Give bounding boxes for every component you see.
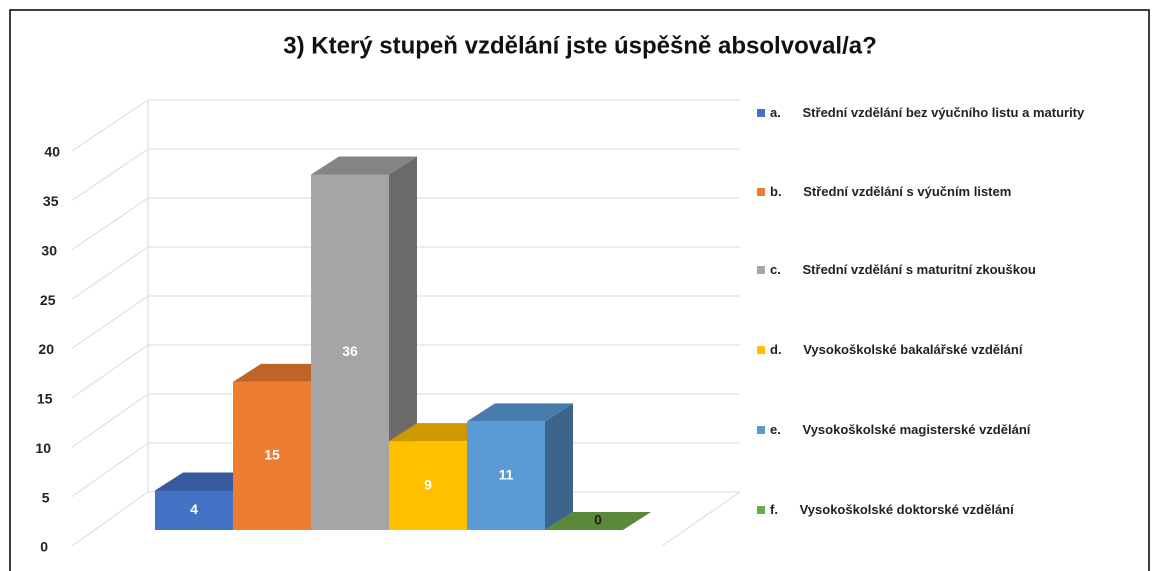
legend-label: b. Střední vzdělání s výučním listem [770,184,1012,199]
bar-side [545,403,573,530]
bar-top [467,403,573,422]
data-label: 15 [264,447,280,463]
data-label: 36 [342,343,358,359]
bar [311,174,389,530]
y-tick-label: 0 [40,539,48,555]
y-tick-label: 40 [44,144,60,160]
floor-edge [661,491,741,547]
grid-line [71,99,149,152]
legend-label: c. Střední vzdělání s maturitní zkouškou [770,262,1036,277]
legend-swatch [757,346,765,354]
grid-line [71,295,149,349]
grid-line [71,442,149,498]
y-tick-label: 30 [41,242,57,258]
grid-line [71,393,149,448]
bar [155,490,233,530]
y-tick-label: 5 [42,489,50,505]
data-label: 0 [594,512,602,528]
legend-label: d. Vysokoškolské bakalářské vzdělání [770,342,1023,357]
grid-line [71,148,149,201]
legend-label: e. Vysokoškolské magisterské vzdělání [770,422,1031,437]
grid-line [71,197,149,251]
legend-label: f. Vysokoškolské doktorské vzdělání [770,502,1014,517]
bar-top [311,156,417,175]
bar-top [545,512,651,530]
data-label: 4 [190,501,198,517]
y-tick-label: 15 [37,391,53,407]
y-tick-label: 20 [38,341,54,357]
grid-line [71,491,149,547]
bar [467,421,545,530]
legend-label: a. Střední vzdělání bez výučního listu a… [770,105,1085,120]
legend-swatch [757,426,765,434]
legend-swatch [757,188,765,196]
legend-swatch [757,266,765,274]
bar [389,441,467,530]
data-label: 9 [424,476,432,492]
y-tick-label: 10 [35,440,51,456]
legend-swatch [757,506,765,514]
y-tick-label: 25 [40,292,56,308]
grid-line [71,246,149,300]
legend-swatch [757,109,765,117]
grid-line [71,344,149,399]
y-tick-label: 35 [43,193,59,209]
chart-title: 3) Který stupeň vzdělání jste úspěšně ab… [283,32,877,59]
data-label: 11 [499,466,514,482]
bar [233,381,311,530]
